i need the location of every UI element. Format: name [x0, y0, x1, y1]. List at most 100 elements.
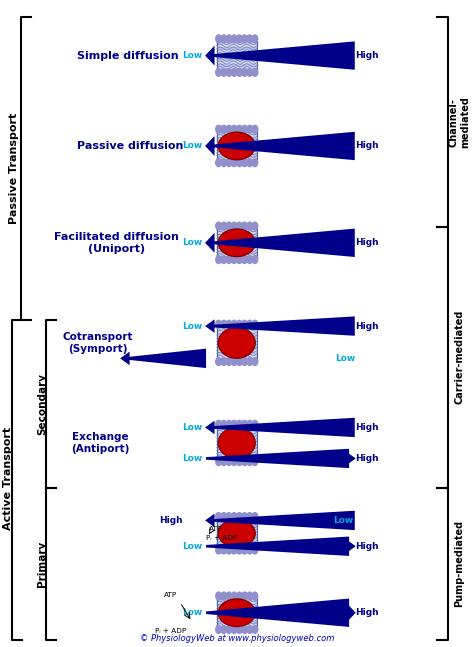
Circle shape: [237, 126, 242, 133]
Bar: [217, 446, 257, 449]
Circle shape: [221, 592, 227, 600]
Polygon shape: [212, 41, 355, 70]
Circle shape: [216, 69, 221, 76]
Circle shape: [226, 626, 232, 633]
Bar: [217, 132, 257, 135]
Bar: [217, 39, 257, 72]
Polygon shape: [346, 603, 356, 622]
Ellipse shape: [219, 327, 255, 358]
Circle shape: [226, 546, 232, 554]
Circle shape: [247, 546, 253, 554]
Bar: [217, 232, 257, 234]
Circle shape: [237, 35, 242, 43]
Bar: [217, 61, 257, 64]
Bar: [217, 615, 257, 619]
Text: Passive diffusion: Passive diffusion: [77, 141, 184, 151]
Circle shape: [231, 592, 237, 600]
Circle shape: [237, 546, 242, 554]
Bar: [217, 602, 257, 604]
Bar: [217, 157, 257, 160]
Circle shape: [237, 512, 242, 520]
Text: Low: Low: [182, 238, 202, 247]
Bar: [217, 528, 257, 531]
Circle shape: [242, 69, 247, 76]
Bar: [217, 596, 257, 598]
Text: High: High: [355, 51, 378, 60]
Bar: [217, 533, 257, 536]
Circle shape: [247, 458, 253, 466]
Circle shape: [221, 69, 227, 76]
Bar: [217, 516, 257, 520]
Bar: [217, 610, 257, 613]
Text: Pᵢ + ADP: Pᵢ + ADP: [155, 628, 186, 634]
Text: High: High: [355, 542, 378, 551]
Bar: [217, 324, 257, 362]
Circle shape: [252, 421, 258, 428]
Circle shape: [221, 358, 227, 366]
Circle shape: [252, 35, 258, 43]
Circle shape: [226, 159, 232, 167]
Bar: [217, 449, 257, 452]
Bar: [217, 542, 257, 545]
Circle shape: [237, 69, 242, 76]
Circle shape: [242, 159, 247, 167]
Ellipse shape: [219, 520, 255, 547]
Polygon shape: [205, 514, 215, 527]
Circle shape: [226, 512, 232, 520]
Circle shape: [231, 222, 237, 230]
Bar: [217, 47, 257, 50]
Text: Pᵢ + ADP: Pᵢ + ADP: [206, 536, 237, 542]
Circle shape: [237, 626, 242, 633]
Circle shape: [247, 626, 253, 633]
Circle shape: [247, 126, 253, 133]
Circle shape: [221, 159, 227, 167]
Text: High: High: [355, 238, 378, 247]
Bar: [217, 64, 257, 67]
Text: High: High: [355, 322, 378, 331]
Bar: [217, 243, 257, 246]
Circle shape: [226, 358, 232, 366]
Bar: [217, 45, 257, 47]
Polygon shape: [205, 136, 215, 156]
Bar: [217, 455, 257, 459]
Text: Channel-
mediated: Channel- mediated: [449, 96, 470, 148]
Bar: [217, 229, 257, 232]
Circle shape: [247, 358, 253, 366]
Circle shape: [216, 358, 221, 366]
Circle shape: [242, 35, 247, 43]
Circle shape: [221, 320, 227, 328]
Circle shape: [226, 458, 232, 466]
Bar: [217, 522, 257, 525]
Circle shape: [216, 421, 221, 428]
Circle shape: [226, 592, 232, 600]
Circle shape: [242, 512, 247, 520]
Text: Low: Low: [335, 354, 356, 363]
Text: Pump-mediated: Pump-mediated: [455, 520, 465, 608]
Bar: [217, 327, 257, 331]
Polygon shape: [212, 418, 355, 437]
Circle shape: [247, 592, 253, 600]
Bar: [217, 607, 257, 610]
Bar: [217, 246, 257, 248]
Circle shape: [226, 222, 232, 230]
Bar: [217, 424, 257, 427]
Circle shape: [221, 512, 227, 520]
Circle shape: [242, 421, 247, 428]
Bar: [217, 433, 257, 437]
Bar: [217, 129, 257, 163]
Circle shape: [231, 421, 237, 428]
Text: ATP: ATP: [210, 527, 223, 532]
Ellipse shape: [219, 132, 255, 160]
Circle shape: [231, 512, 237, 520]
Circle shape: [231, 126, 237, 133]
Bar: [217, 129, 257, 132]
Bar: [217, 41, 257, 45]
Circle shape: [242, 256, 247, 263]
Circle shape: [221, 421, 227, 428]
Polygon shape: [212, 228, 355, 257]
Text: High: High: [159, 516, 182, 525]
Bar: [217, 598, 257, 602]
Circle shape: [231, 320, 237, 328]
Bar: [217, 155, 257, 157]
Bar: [217, 340, 257, 343]
